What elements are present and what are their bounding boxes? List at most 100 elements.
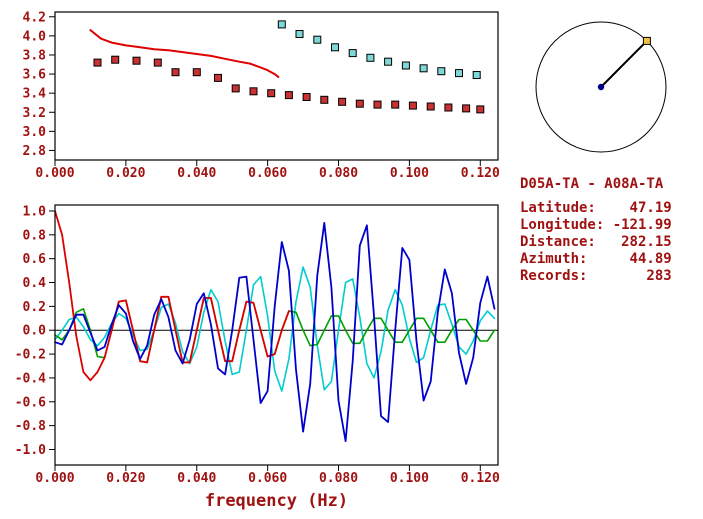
x-tick-label: 0.060	[248, 166, 287, 181]
info-field-latitude: Latitude: 47.19	[520, 200, 672, 217]
waveforms-chart: 0.000 0.020 0.040 0.060 0.080 0.100 0.120 1.0 0.…	[15, 204, 500, 511]
data-point-square	[455, 69, 463, 78]
data-point-square	[472, 71, 481, 79]
field-value: -121.99	[612, 217, 672, 233]
data-line	[54, 266, 496, 392]
series-red-curve	[89, 29, 280, 78]
data-point-square	[373, 100, 382, 109]
data-line	[89, 29, 280, 78]
data-point-square	[284, 91, 293, 100]
station-marker	[642, 36, 651, 45]
data-point-square	[426, 102, 435, 111]
x-tick-label: 0.120	[461, 166, 500, 181]
field-label: Distance:	[520, 234, 596, 250]
data-point-square	[331, 43, 339, 52]
series-blue-wave	[54, 221, 496, 443]
series-red-squares	[93, 55, 485, 114]
data-point-square	[302, 93, 311, 101]
y-tick-label: 4.0	[23, 29, 47, 44]
y-tick-label: -0.2	[15, 348, 46, 363]
y-tick-label: 0.2	[23, 300, 46, 315]
dial-center-dot	[597, 83, 605, 91]
x-tick-label: 0.000	[35, 166, 74, 181]
x-tick-label: 0.100	[390, 471, 429, 486]
data-point-square	[384, 57, 393, 66]
data-point-square	[419, 64, 428, 73]
field-value: 44.89	[629, 251, 672, 267]
azimuth-line	[600, 40, 648, 88]
data-point-square	[348, 49, 357, 58]
data-point-square	[153, 58, 162, 67]
data-point-square	[437, 67, 446, 76]
data-point-square	[93, 58, 102, 67]
series-cyan-squares	[277, 20, 481, 79]
x-tick-label: 0.120	[461, 471, 500, 486]
y-tick-label: 0.6	[23, 252, 47, 267]
data-point-square	[192, 68, 201, 77]
y-tick-label: 4.2	[23, 10, 46, 25]
data-point-square	[462, 104, 471, 113]
field-value: 282.15	[621, 234, 672, 250]
data-point-square	[249, 87, 258, 96]
y-tick-label: 3.0	[23, 125, 47, 140]
data-point-square	[476, 105, 485, 114]
field-label: Azimuth:	[520, 251, 588, 267]
data-line	[54, 221, 496, 443]
data-line	[54, 210, 290, 382]
y-tick-label: 3.2	[23, 106, 46, 121]
y-tick-label: -1.0	[15, 443, 46, 458]
x-tick-label: 0.020	[106, 166, 145, 181]
y-tick-label: 0.0	[23, 324, 47, 339]
data-point-square	[214, 73, 222, 82]
y-tick-label: 2.8	[23, 144, 47, 159]
data-point-square	[277, 20, 286, 29]
station-pair-label: D05A-TA - A08A-TA	[520, 176, 664, 192]
data-point-square	[391, 100, 400, 109]
x-tick-label: 0.060	[248, 471, 287, 486]
data-point-square	[366, 53, 375, 62]
field-value: 47.19	[629, 200, 672, 216]
y-tick-label: 3.6	[23, 68, 47, 83]
y-tick-label: 1.0	[23, 204, 47, 219]
azimuth-dial	[535, 21, 667, 153]
x-tick-label: 0.080	[319, 471, 358, 486]
x-tick-label: 0.040	[177, 166, 216, 181]
station-info-panel: D05A-TA - A08A-TA Latitude: 47.19 Longitu…	[520, 176, 672, 285]
x-tick-label: 0.080	[319, 166, 358, 181]
x-axis-title: frequency (Hz)	[205, 491, 348, 511]
plot-frame	[54, 204, 499, 466]
data-point-square	[295, 30, 304, 38]
data-point-square	[111, 55, 120, 64]
y-tick-label: 3.4	[23, 87, 47, 102]
dispersion-chart: 0.000 0.020 0.040 0.060 0.080 0.100 0.120 2.8 3.…	[23, 10, 501, 181]
data-point-square	[408, 101, 417, 110]
field-label: Records:	[520, 268, 588, 284]
data-point-square	[171, 68, 180, 77]
data-point-square	[444, 103, 453, 112]
info-field-records: Records: 283	[520, 268, 672, 285]
info-field-azimuth: Azimuth: 44.89	[520, 251, 672, 268]
data-point-square	[267, 89, 276, 98]
data-point-square	[231, 84, 240, 93]
x-tick-label: 0.000	[35, 471, 74, 486]
y-tick-label: -0.4	[15, 371, 46, 386]
x-tick-label: 0.020	[106, 471, 145, 486]
y-tick-label: 0.8	[23, 228, 47, 243]
info-field-longitude: Longitude: -121.99	[520, 217, 672, 234]
data-point-square	[401, 61, 410, 70]
data-point-square	[338, 97, 347, 106]
data-point-square	[132, 56, 141, 65]
y-tick-label: -0.6	[15, 395, 46, 410]
dial-circle	[535, 21, 667, 153]
y-tick-label: 3.8	[23, 48, 47, 63]
field-value: 283	[646, 268, 672, 284]
data-point-square	[313, 35, 322, 44]
y-tick-label: -0.8	[15, 419, 46, 434]
series-cyan-wave	[54, 266, 496, 392]
x-tick-label: 0.040	[177, 471, 216, 486]
series-red-wave	[54, 210, 290, 382]
plot-frame	[54, 11, 499, 161]
info-field-distance: Distance: 282.15	[520, 234, 672, 251]
y-tick-label: 0.4	[23, 276, 47, 291]
